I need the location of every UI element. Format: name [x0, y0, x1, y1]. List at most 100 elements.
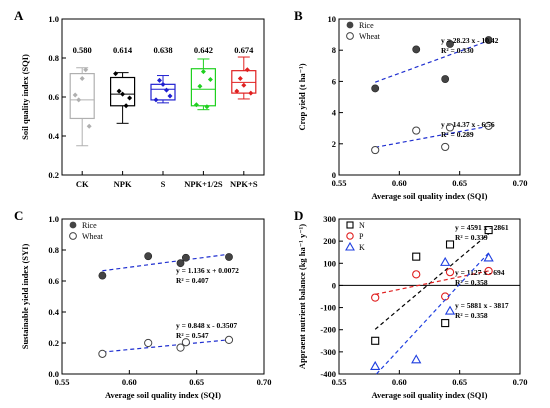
panel-b: B 0 2 4 6 8 10 Crop yield (t ha⁻¹) 0.55 0.60 0.65 0… — [294, 8, 527, 201]
fit-equation: y = 14.37 x - 6.56 — [441, 120, 495, 129]
x-axis-label: Average soil quality index (SQI) — [105, 390, 221, 400]
fit-r-squared: R² = 0.358 — [455, 311, 488, 320]
plot-frame — [61, 218, 265, 375]
legend-label: Wheat — [82, 232, 104, 241]
plot-frame — [338, 18, 521, 176]
fit-r-squared: R² = 0.289 — [441, 130, 474, 139]
data-point — [127, 95, 133, 101]
data-point — [153, 97, 159, 103]
y-tick-label: 0.8 — [48, 245, 59, 255]
box — [109, 76, 136, 107]
data-point — [200, 69, 206, 75]
data-point — [116, 88, 122, 94]
x-tick-label: 0.55 — [55, 377, 70, 387]
x-tick-label: 0.65 — [189, 377, 204, 387]
x-tick-label: 0.70 — [513, 178, 528, 188]
panel-c: C 0.0 0.2 0.4 0.6 0.8 1.0 Sustainable yield ind… — [14, 208, 271, 400]
legend-marker — [346, 221, 354, 229]
data-point-wheat — [484, 121, 493, 130]
data-point-k — [483, 252, 494, 262]
panel-letter: D — [294, 208, 303, 223]
panel-letter: C — [14, 208, 23, 223]
x-tick-label: 0.60 — [122, 377, 137, 387]
data-point-k — [370, 360, 381, 370]
data-point-rice — [441, 75, 450, 83]
y-tick-label: 0.6 — [48, 276, 59, 286]
trend-line-wheat — [102, 339, 230, 353]
fit-r-squared: R² = 0.330 — [441, 46, 474, 55]
category-label: NPK+1/2S — [184, 179, 223, 189]
trend-line-rice — [374, 40, 489, 83]
mean-value-label: 0.614 — [113, 45, 133, 55]
y-axis-label: Sustainable yield index (SYI) — [20, 244, 30, 350]
y-tick-label: 4 — [332, 108, 337, 118]
data-point — [237, 75, 243, 81]
box — [69, 72, 95, 120]
plot-frame — [338, 218, 521, 375]
data-point-p — [445, 267, 455, 277]
panel-d: D -400 -300 -200 -100 0 100 200 300 Appraent nutr… — [294, 208, 527, 400]
legend-label: K — [359, 243, 365, 252]
data-point-rice — [181, 253, 190, 262]
data-point — [157, 77, 162, 83]
x-tick-label: 0.65 — [452, 178, 467, 188]
fit-equation: y = 5881 x - 3817 — [455, 301, 509, 310]
data-point-rice — [446, 40, 454, 48]
fit-equation: y = 1127 x - 694 — [455, 268, 505, 277]
data-point — [86, 123, 92, 129]
data-point-wheat — [144, 338, 153, 348]
y-tick-label: 0.8 — [48, 53, 59, 63]
panel-letter: A — [14, 8, 24, 23]
fit-r-squared: R² = 0.407 — [176, 276, 209, 285]
data-point — [76, 97, 82, 103]
data-point — [123, 103, 129, 109]
legend-label: Rice — [359, 21, 374, 30]
y-tick-label: 200 — [323, 236, 336, 246]
legend-marker — [346, 32, 354, 40]
data-point — [167, 93, 173, 99]
data-point-wheat — [412, 126, 421, 135]
fit-equation: y = 0.848 x - 0.3507 — [176, 321, 237, 330]
x-axis-label: Average soil quality index (SQI) — [371, 390, 487, 400]
y-tick-label: 0 — [332, 280, 336, 290]
data-point — [79, 75, 85, 81]
trend-line-n — [374, 233, 490, 330]
data-point-wheat — [224, 335, 234, 344]
legend-marker — [69, 221, 77, 229]
fit-r-squared: R² = 0.358 — [455, 278, 488, 287]
fit-r-squared: R² = 0.547 — [176, 331, 209, 340]
data-point-k — [440, 256, 451, 266]
data-point — [248, 90, 254, 96]
mean-value-label: 0.674 — [234, 45, 254, 55]
category-label: NPK — [114, 179, 132, 189]
y-tick-label: 1.0 — [48, 14, 59, 24]
data-point — [197, 83, 203, 89]
panel-letter: B — [294, 8, 303, 23]
y-tick-label: 6 — [332, 76, 336, 86]
y-tick-label: 0.6 — [48, 92, 59, 102]
data-point — [120, 91, 126, 97]
data-point — [113, 71, 119, 77]
data-point-n — [412, 252, 421, 261]
data-point — [207, 76, 213, 82]
y-tick-label: 0 — [332, 170, 336, 180]
data-point — [244, 67, 250, 73]
legend-marker — [346, 232, 354, 240]
data-point-wheat — [98, 349, 107, 358]
y-axis-label: Appraent nutrient balance (kg ha⁻¹ y⁻¹) — [297, 224, 307, 369]
fit-equation: y = 28.23 x - 10.42 — [441, 36, 499, 45]
data-point-rice — [225, 253, 233, 261]
data-point — [234, 88, 240, 94]
y-tick-label: 0.0 — [48, 369, 59, 379]
data-point — [241, 82, 247, 88]
x-axis-label: Average soil quality index (SQI) — [371, 191, 487, 201]
x-tick-label: 0.55 — [332, 377, 347, 387]
x-tick-label: 0.70 — [513, 377, 528, 387]
legend-marker — [345, 241, 355, 251]
y-tick-label: 1.0 — [48, 214, 59, 224]
y-tick-label: 100 — [323, 258, 336, 268]
legend-marker — [69, 232, 77, 240]
data-point-rice — [412, 45, 421, 54]
y-tick-label: -200 — [320, 325, 336, 335]
data-point-wheat — [441, 142, 450, 152]
